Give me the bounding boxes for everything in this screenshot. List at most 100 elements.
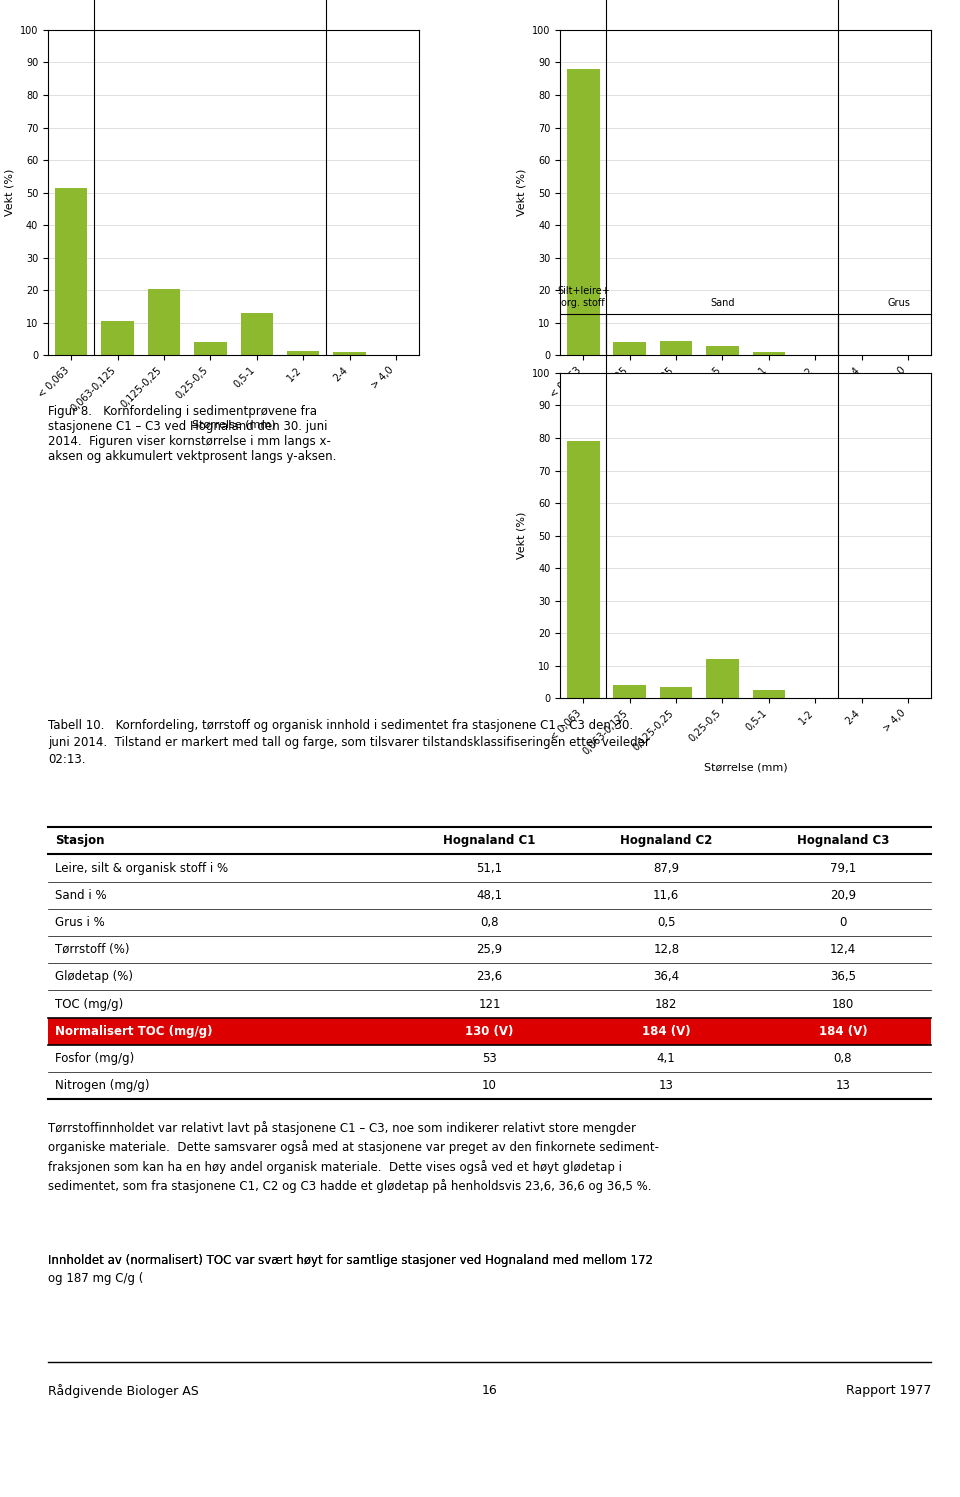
Bar xyxy=(241,313,273,355)
Text: 36,5: 36,5 xyxy=(829,970,856,984)
Text: Hognaland C3: Hognaland C3 xyxy=(797,834,889,847)
Bar xyxy=(48,991,401,1018)
Text: Sand i %: Sand i % xyxy=(55,889,107,901)
Bar xyxy=(755,855,931,882)
Text: 13: 13 xyxy=(835,1079,851,1093)
Text: 12,4: 12,4 xyxy=(829,943,856,957)
Text: Silt+leire+
org. stoff: Silt+leire+ org. stoff xyxy=(557,286,610,308)
Bar xyxy=(48,1045,401,1072)
Bar xyxy=(613,343,646,355)
Text: 48,1: 48,1 xyxy=(476,889,503,901)
Bar xyxy=(401,991,578,1018)
X-axis label: Størrelse (mm): Størrelse (mm) xyxy=(704,762,787,772)
Bar xyxy=(707,659,738,699)
Bar xyxy=(755,1072,931,1099)
Text: Sand: Sand xyxy=(710,298,734,308)
X-axis label: Størrelse (mm): Størrelse (mm) xyxy=(704,419,787,430)
Bar xyxy=(55,187,87,355)
Bar xyxy=(578,1045,755,1072)
Text: TOC (mg/g): TOC (mg/g) xyxy=(55,997,123,1010)
Text: 0,8: 0,8 xyxy=(833,1052,852,1064)
Text: Tørrstoff (%): Tørrstoff (%) xyxy=(55,943,130,957)
Bar xyxy=(401,882,578,909)
Text: 36,4: 36,4 xyxy=(653,970,680,984)
Y-axis label: Vekt (%): Vekt (%) xyxy=(516,169,526,217)
Y-axis label: Vekt (%): Vekt (%) xyxy=(5,169,14,217)
Text: Leire, silt & organisk stoff i %: Leire, silt & organisk stoff i % xyxy=(55,862,228,874)
Bar xyxy=(401,963,578,991)
Text: 12,8: 12,8 xyxy=(653,943,680,957)
Text: 11,6: 11,6 xyxy=(653,889,680,901)
Text: 0: 0 xyxy=(839,916,847,930)
Bar xyxy=(578,1072,755,1099)
Bar xyxy=(48,882,401,909)
Bar xyxy=(287,350,320,355)
Text: Fosfor (mg/g): Fosfor (mg/g) xyxy=(55,1052,134,1064)
Bar xyxy=(578,855,755,882)
Bar xyxy=(194,343,227,355)
Bar xyxy=(578,909,755,936)
Text: Grus: Grus xyxy=(887,298,910,308)
Bar xyxy=(401,1018,578,1045)
Bar xyxy=(401,1072,578,1099)
Text: 130 (V): 130 (V) xyxy=(466,1025,514,1037)
Text: 0,8: 0,8 xyxy=(480,916,499,930)
Bar xyxy=(578,882,755,909)
Text: 25,9: 25,9 xyxy=(476,943,503,957)
Bar xyxy=(48,1072,401,1099)
Text: 53: 53 xyxy=(482,1052,497,1064)
Bar xyxy=(707,346,738,355)
Bar xyxy=(578,1018,755,1045)
Text: Nitrogen (mg/g): Nitrogen (mg/g) xyxy=(55,1079,150,1093)
Text: 23,6: 23,6 xyxy=(476,970,503,984)
Text: Rådgivende Biologer AS: Rådgivende Biologer AS xyxy=(48,1385,199,1398)
Bar xyxy=(567,69,600,355)
Text: 87,9: 87,9 xyxy=(653,862,680,874)
Bar xyxy=(48,828,401,855)
Text: Stasjon: Stasjon xyxy=(55,834,105,847)
Bar xyxy=(333,352,366,355)
Bar xyxy=(401,936,578,963)
Bar xyxy=(567,442,600,699)
Text: Figur 8.   Kornfordeling i sedimentprøvene fra
stasjonene C1 – C3 ved Hognaland : Figur 8. Kornfordeling i sedimentprøvene… xyxy=(48,406,336,464)
Bar xyxy=(401,855,578,882)
Text: 79,1: 79,1 xyxy=(829,862,856,874)
Bar xyxy=(755,828,931,855)
Text: 20,9: 20,9 xyxy=(829,889,856,901)
Bar xyxy=(578,936,755,963)
Text: 4,1: 4,1 xyxy=(657,1052,676,1064)
Bar xyxy=(660,687,692,699)
Bar xyxy=(578,828,755,855)
Bar xyxy=(755,936,931,963)
Bar xyxy=(401,909,578,936)
Text: Hognaland C2: Hognaland C2 xyxy=(620,834,712,847)
Bar xyxy=(578,963,755,991)
Text: Rapport 1977: Rapport 1977 xyxy=(846,1385,931,1397)
Text: 51,1: 51,1 xyxy=(476,862,503,874)
Bar xyxy=(755,991,931,1018)
Text: Hognaland C1: Hognaland C1 xyxy=(444,834,536,847)
Bar xyxy=(578,991,755,1018)
Bar xyxy=(753,352,785,355)
Bar xyxy=(755,882,931,909)
Text: Innholdet av (normalisert) TOC var svært høyt for samtlige stasjoner ved Hognala: Innholdet av (normalisert) TOC var svært… xyxy=(48,1254,653,1266)
Bar xyxy=(48,936,401,963)
Text: Normalisert TOC (mg/g): Normalisert TOC (mg/g) xyxy=(55,1025,212,1037)
Bar xyxy=(401,828,578,855)
Text: 0,5: 0,5 xyxy=(657,916,676,930)
Bar xyxy=(148,289,180,355)
Text: 16: 16 xyxy=(482,1385,497,1397)
Text: Tørrstoffinnholdet var relativt lavt på stasjonene C1 – C3, noe som indikerer re: Tørrstoffinnholdet var relativt lavt på … xyxy=(48,1121,659,1193)
Text: Innholdet av (normalisert) TOC var svært høyt for samtlige stasjoner ved Hognala: Innholdet av (normalisert) TOC var svært… xyxy=(48,1254,653,1284)
Text: 180: 180 xyxy=(831,997,854,1010)
Bar xyxy=(48,963,401,991)
Text: 13: 13 xyxy=(659,1079,674,1093)
Bar xyxy=(613,686,646,699)
Bar xyxy=(755,909,931,936)
Bar xyxy=(755,1018,931,1045)
Text: 10: 10 xyxy=(482,1079,497,1093)
Bar xyxy=(48,1018,401,1045)
Bar xyxy=(755,1045,931,1072)
Bar xyxy=(48,909,401,936)
Bar xyxy=(660,341,692,355)
